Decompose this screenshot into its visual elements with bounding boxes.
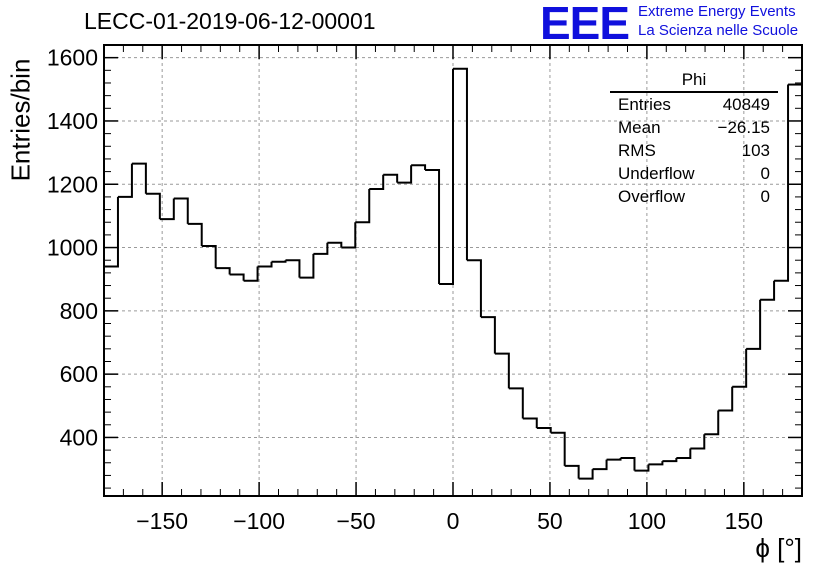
histogram-bin [550,431,566,466]
stats-label: RMS [618,141,656,160]
x-tick-label: 150 [725,508,763,534]
histogram-bin [104,196,119,268]
histogram-bin [355,189,371,224]
histogram-bin [313,242,329,255]
stats-box: Phi Entries 40849 Mean −26.15 RMS 103 Un… [610,70,778,208]
stats-row-entries: Entries 40849 [610,93,778,116]
stats-value: 0 [760,187,770,206]
histogram-bin [676,448,692,460]
stats-label: Entries [618,95,671,114]
histogram-bin [746,299,762,350]
histogram-bin [397,165,413,184]
histogram-bin [229,273,245,281]
histogram-bin [383,173,399,183]
histogram-bin [131,162,147,194]
histogram-bin [494,352,510,389]
y-axis-label-box: Entries/bin [6,50,36,190]
stats-label: Mean [618,118,661,137]
histogram-bin [215,267,231,275]
logo-caption-line2: La Scienza nelle Scuole [638,22,799,39]
histogram-bin [453,67,468,261]
histogram-bin [369,174,385,191]
stats-row-overflow: Overflow 0 [610,185,778,208]
histogram-bin [704,410,720,436]
x-tick-label: −100 [233,508,285,534]
histogram-bin [425,169,441,284]
histogram-bin [578,469,594,480]
stats-value: −26.15 [717,118,770,137]
stats-row-mean: Mean −26.15 [610,116,778,139]
x-tick-label: −150 [136,508,188,534]
histogram-bin [620,457,636,471]
histogram-bin [173,197,189,224]
y-tick-label: 600 [60,361,98,387]
histogram-bin [564,464,580,479]
histogram-bin [732,348,748,388]
histogram-bin [522,417,538,428]
x-tick-label: 50 [537,508,563,534]
y-tick-label: 800 [60,298,98,324]
stats-label: Overflow [618,187,686,206]
stats-row-rms: RMS 103 [610,139,778,162]
eee-logo: EEE [540,0,630,49]
histogram-bin [592,459,608,471]
x-tick-label: 100 [628,508,666,534]
histogram-bin [243,266,259,282]
x-tick-label: −50 [337,508,376,534]
chart-title: LECC-01-2019-06-12-00001 [84,8,376,34]
stats-value: 40849 [722,95,770,114]
histogram-bin [648,461,664,466]
histogram-bin [411,164,427,171]
y-axis-label: Entries/bin [5,58,36,182]
histogram-bin [271,260,287,263]
histogram-bin [327,241,343,248]
stats-row-underflow: Underflow 0 [610,162,778,185]
histogram-bin [662,458,678,463]
y-tick-label: 1400 [47,108,98,134]
histogram-bin [285,259,301,278]
y-tick-label: 1200 [47,171,98,197]
histogram-bin [117,163,133,198]
histogram-bin [536,426,552,433]
histogram-bin [187,222,203,246]
histogram-bin [718,386,734,412]
histogram-bin [690,434,706,450]
histogram-bin [145,192,161,220]
y-tick-label: 1000 [47,235,98,261]
histogram-bin [774,84,790,282]
stats-label: Underflow [618,164,695,183]
histogram-bin [634,464,650,472]
histogram-bin [257,261,273,268]
x-axis-label: ϕ [°] [755,533,802,563]
histogram-bin [606,458,622,461]
x-tick-label: 0 [447,508,460,534]
histogram-bin [508,387,524,419]
histogram-bin [480,316,496,354]
histogram-bin [439,68,454,285]
stats-title: Phi [610,70,778,93]
y-tick-label: 400 [60,424,98,450]
histogram-bin [299,253,315,279]
logo-caption: Extreme Energy Events La Scienza nelle S… [638,2,798,40]
histogram-bin [341,222,357,249]
histogram-bin [159,198,175,221]
y-tick-label: 1600 [47,45,98,71]
stats-value: 0 [760,164,770,183]
histogram-bin [201,244,217,269]
histogram-bin [760,280,776,301]
logo-caption-line1: Extreme Energy Events [638,3,796,20]
histogram-bin [466,259,482,318]
stats-value: 103 [741,141,770,160]
